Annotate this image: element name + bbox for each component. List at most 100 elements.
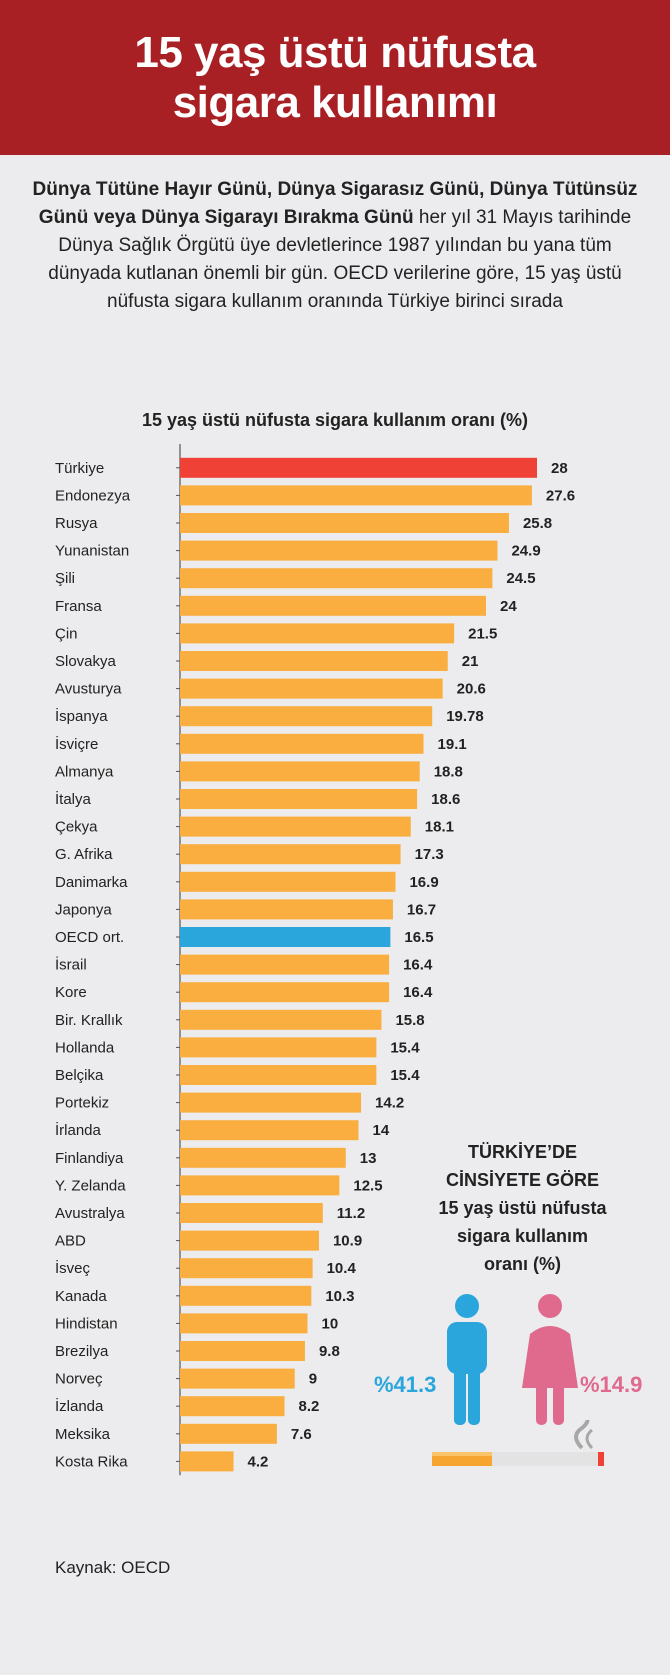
category-label: Şili [55,570,75,587]
category-label: İrlanda [55,1121,102,1139]
category-label: Finlandiya [55,1150,124,1167]
category-label: Portekiz [55,1095,109,1112]
bar [180,678,443,699]
category-label: Danimarka [55,874,128,891]
category-label: Türkiye [55,460,104,477]
category-label: İsviçre [55,735,98,753]
intro-paragraph: Dünya Tütüne Hayır Günü, Dünya Sigarasız… [30,176,640,316]
bar [180,1147,346,1168]
value-label: 24.5 [506,570,535,587]
chart-title: 15 yaş üstü nüfusta sigara kullanım oran… [141,410,529,430]
value-label: 10.9 [333,1233,362,1250]
category-label: Çin [55,625,78,642]
bar [180,540,498,561]
header-banner: 15 yaş üstü nüfusta sigara kullanımı [0,0,670,155]
category-label: Rusya [55,515,98,532]
value-label: 16.5 [404,929,433,946]
value-label: 24.9 [511,543,540,560]
bar [180,954,390,975]
value-label: 14 [373,1122,390,1139]
bar [180,982,390,1003]
bar [180,457,537,478]
value-label: 15.4 [390,1039,420,1056]
category-label: Norveç [55,1371,103,1388]
bar [180,1037,377,1058]
category-label: G. Afrika [55,846,113,863]
value-label: 14.2 [375,1095,404,1112]
male-figure-icon [447,1294,487,1425]
category-label: Y. Zelanda [55,1177,126,1194]
bar [180,1258,313,1279]
value-label: 16.7 [407,901,436,918]
bar [180,1092,362,1113]
category-label: Meksika [55,1426,111,1443]
value-label: 21.5 [468,625,497,642]
value-label: 16.4 [403,957,433,974]
category-label: Çekya [55,819,98,836]
bar [180,1120,359,1141]
category-label: İzlanda [55,1397,104,1415]
category-label: Avusturya [55,681,122,698]
value-label: 7.6 [291,1426,312,1443]
bar [180,899,393,920]
bar [180,651,448,671]
value-label: 13 [360,1150,377,1167]
category-label: Kore [55,984,87,1001]
bar [180,1423,277,1444]
category-label: ABD [55,1233,86,1250]
female-percentage: %14.9 [580,1372,643,1397]
bar-chart: Türkiye 28 Endonezya 27.6 Rusya 25.8 Yunanista… [55,444,575,1476]
title-line-2: sigara kullanımı [172,77,498,127]
category-label: Fransa [55,598,102,615]
bar [180,1313,308,1334]
inset-line-2: CİNSİYETE GÖRE [445,1170,600,1190]
category-label: Endonezya [55,487,131,504]
category-label: Bir. Krallık [55,1012,123,1029]
bar [180,761,420,782]
male-percentage: %41.3 [374,1372,437,1397]
category-label: OECD ort. [55,929,124,946]
bar [180,485,532,506]
bar [180,927,391,947]
gender-inset-title: TÜRKİYE’DE CİNSİYETE GÖRE 15 yaş üstü nü… [400,1138,645,1278]
value-label: 10 [322,1315,339,1332]
bar [180,1396,285,1417]
value-label: 25.8 [523,515,552,532]
value-label: 21 [462,653,479,670]
inset-line-5: oranı (%) [483,1254,561,1274]
source-note: Kaynak: OECD [55,1558,171,1577]
gender-figures [447,1294,578,1425]
value-label: 16.4 [403,984,433,1001]
category-label: Slovakya [55,653,117,670]
category-label: Hindistan [55,1315,118,1332]
bar [180,706,433,727]
value-label: 9.8 [319,1343,340,1360]
bar [180,1009,382,1030]
intro-bold: Dünya Tütüne Hayır Günü, Dünya Sigarasız… [32,179,638,228]
category-label: Brezilya [55,1343,109,1360]
value-label: 10.3 [325,1288,354,1305]
value-label: 10.4 [327,1260,357,1277]
title-line-1: 15 yaş üstü nüfusta [134,27,536,77]
value-label: 4.2 [248,1453,269,1470]
bar [180,1285,312,1306]
bar [180,1203,323,1223]
value-label: 16.9 [409,874,438,891]
value-label: 18.1 [425,819,454,836]
inset-line-3: 15 yaş üstü nüfusta [438,1198,607,1218]
category-label: Kanada [55,1288,107,1305]
intro-rest: her yıl 31 Mayıs tarihinde Dünya Sağlık … [48,207,632,312]
bar [180,568,493,589]
value-label: 17.3 [415,846,444,863]
bar [180,816,411,837]
category-label: Kosta Rika [55,1453,128,1470]
bar [180,844,401,865]
value-label: 24 [500,598,517,615]
bar [180,513,509,533]
value-label: 18.8 [434,763,463,780]
value-label: 9 [309,1371,317,1388]
value-label: 18.6 [431,791,460,808]
category-label: Japonya [55,901,112,918]
bar [180,871,396,892]
value-label: 11.2 [337,1205,365,1222]
